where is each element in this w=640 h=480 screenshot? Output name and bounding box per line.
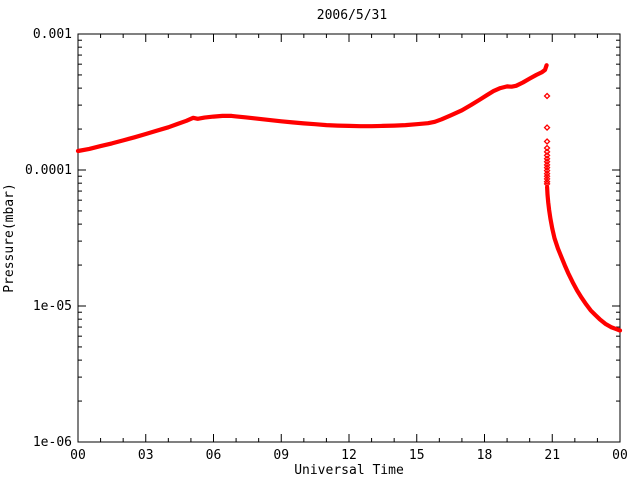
- y-axis-label: Pressure(mbar): [2, 183, 17, 293]
- x-tick-label: 03: [138, 448, 154, 463]
- plot-border: [77, 33, 621, 443]
- x-axis-label: Universal Time: [294, 463, 404, 478]
- diamond-marker: [543, 164, 551, 172]
- pressure-decay-tail: [544, 184, 623, 333]
- diamond-marker: [543, 178, 551, 186]
- x-tick-label: 15: [409, 448, 425, 463]
- pressure-main-curve: [75, 63, 549, 154]
- diamond-marker: [543, 158, 551, 166]
- diamond-marker: [543, 92, 551, 100]
- x-tick-label: 21: [544, 448, 560, 463]
- x-tick-label: 09: [273, 448, 289, 463]
- x-tick-label: 00: [70, 448, 86, 463]
- diamond-marker: [543, 148, 551, 156]
- y-tick-label: 0.0001: [25, 163, 72, 178]
- diamond-marker: [543, 138, 551, 145]
- pressure-drop-scatter: [543, 92, 551, 188]
- diamond-marker: [543, 155, 551, 163]
- diamond-marker: [543, 144, 551, 152]
- diamond-marker: [543, 124, 551, 132]
- x-tick-label: 18: [477, 448, 493, 463]
- y-tick-label: 0.001: [33, 27, 72, 42]
- axis-tick-labels: 00 03 06 09 12 15 18 21 00 0.001 0.0001 1e-05 1e-06: [25, 27, 628, 463]
- x-tick-label: 00: [612, 448, 628, 463]
- axis-ticks: [77, 33, 621, 443]
- diamond-marker: [543, 151, 551, 159]
- y-tick-label: 1e-06: [33, 435, 72, 450]
- x-tick-label: 12: [341, 448, 357, 463]
- data-series: [75, 63, 623, 333]
- y-tick-label: 1e-05: [33, 299, 72, 314]
- chart-title: 2006/5/31: [317, 8, 387, 23]
- x-tick-label: 06: [206, 448, 222, 463]
